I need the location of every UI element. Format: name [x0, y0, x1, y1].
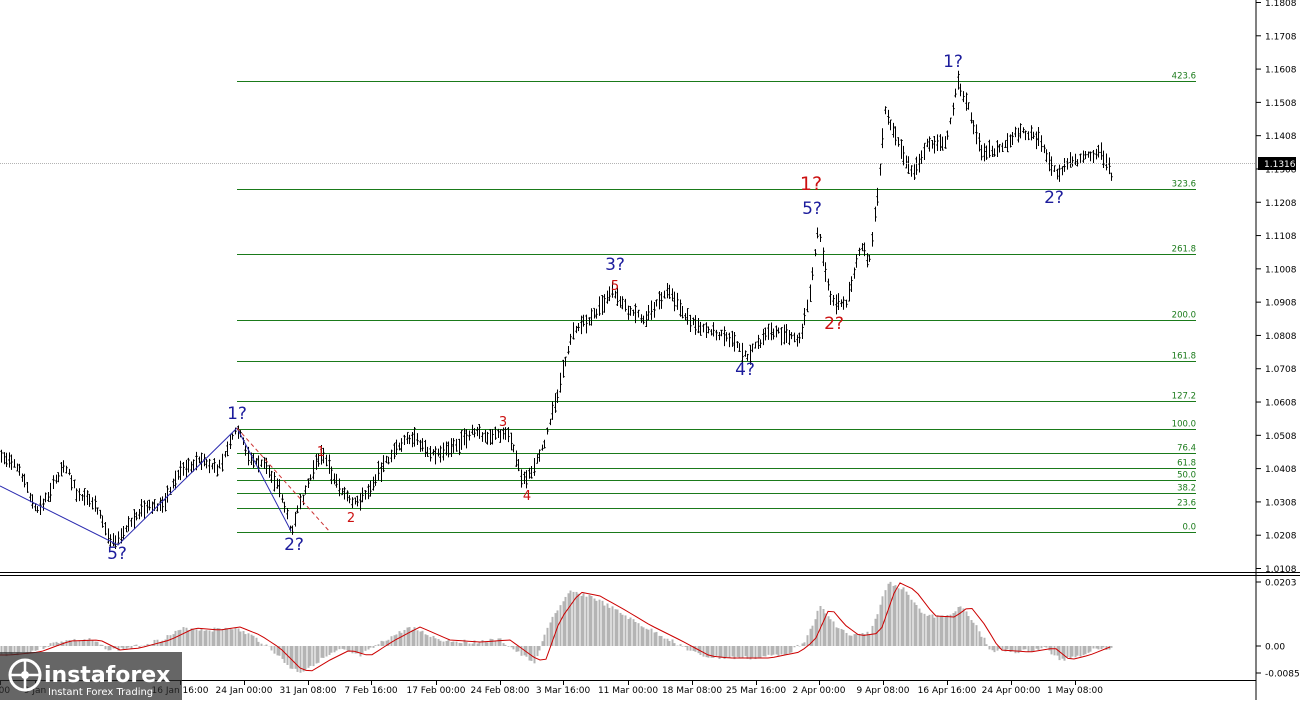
fibonacci-levels: 0.0 23.6 38.2 50.0 61.8 76.4 100.0 127.2 161.8 20… — [237, 72, 1196, 533]
date-tick-label: 24 Apr 00:00 — [982, 686, 1041, 696]
price-tick-label: 1.1508 — [1265, 99, 1297, 109]
date-tick-label: 3 Mar 16:00 — [536, 686, 591, 696]
fib-level-label: 0.0 — [1182, 523, 1196, 533]
date-tick-label: 31 Jan 08:00 — [280, 686, 337, 696]
wave-label: 5? — [802, 199, 822, 219]
wave-label: 5 — [611, 279, 619, 294]
price-tick-label: 1.1108 — [1265, 232, 1297, 242]
date-tick-label: 17 Feb 00:00 — [406, 686, 465, 696]
wave-label: 1 — [317, 445, 325, 460]
price-tick-label: 1.0108 — [1265, 565, 1297, 575]
price-tick-label: 1.1408 — [1265, 132, 1297, 142]
price-tick-label: 1.1308 — [1265, 165, 1297, 175]
price-tick-label: 1.0308 — [1265, 498, 1297, 508]
fib-level-label: 100.0 — [1172, 420, 1196, 430]
fib-level-label: 161.8 — [1172, 352, 1196, 362]
wave-label: 1? — [227, 404, 247, 424]
wave-labels: 5? 1? 2? 1 2 3 4 5 3? 4? 5? 1? 2? 1? 2? — [107, 52, 1064, 564]
fib-level-label: 261.8 — [1172, 245, 1196, 255]
date-tick-label: 24 Jan 00:00 — [216, 686, 273, 696]
wave-label: 2? — [824, 314, 844, 334]
wave-label: 2? — [284, 535, 304, 555]
fib-level-label: 323.6 — [1172, 180, 1196, 190]
fib-level-label: 61.8 — [1177, 459, 1196, 469]
fib-anchor-dashed-line — [236, 427, 331, 533]
price-tick-label: 1.0508 — [1265, 432, 1297, 442]
fib-level-label: 200.0 — [1172, 311, 1196, 321]
wave-label: 1? — [800, 173, 822, 195]
price-tick-label: 1.1008 — [1265, 265, 1297, 275]
price-tick-label: 1.1208 — [1265, 199, 1297, 209]
date-tick-label: 16 Apr 16:00 — [918, 686, 977, 696]
wave-label: 3 — [499, 415, 507, 430]
oscillator-pane: 0.0203 0.00 -0.00857 — [0, 579, 1300, 680]
price-tick-label: 1.0408 — [1265, 465, 1297, 475]
price-axis: 1.1808 1.1708 1.1608 1.1508 1.1408 1.1308 1.12… — [1256, 0, 1297, 575]
current-price-label: 1.1316 — [1264, 160, 1296, 170]
instaforex-logo-icon — [8, 658, 42, 692]
wave-label: 4 — [523, 489, 531, 504]
fib-level-label: 50.0 — [1177, 471, 1196, 481]
watermark-brand: instaforex — [44, 663, 170, 688]
date-tick-label: 25 Mar 16:00 — [726, 686, 786, 696]
wave-label: 1? — [943, 52, 963, 72]
price-tick-label: 1.1708 — [1265, 32, 1297, 42]
osc-tick-label: -0.00857 — [1265, 670, 1300, 680]
date-tick-label: 18 Mar 08:00 — [662, 686, 722, 696]
date-tick-label: 11 Mar 00:00 — [598, 686, 658, 696]
date-tick-label: 24 Feb 08:00 — [470, 686, 529, 696]
watermark-tagline: Instant Forex Trading — [48, 687, 153, 698]
fib-level-label: 127.2 — [1172, 392, 1196, 402]
wave-label: 3? — [605, 255, 625, 275]
wave-label: 4? — [735, 360, 755, 380]
current-price-badge — [1258, 157, 1296, 170]
price-tick-label: 1.0208 — [1265, 532, 1297, 542]
wave-trendline — [0, 427, 292, 546]
wave-label: 2 — [347, 511, 355, 526]
wave-lines — [0, 427, 331, 546]
osc-tick-label: 0.0203 — [1265, 579, 1297, 589]
price-tick-label: 1.0808 — [1265, 332, 1297, 342]
watermark: instaforex Instant Forex Trading — [0, 652, 182, 700]
price-tick-label: 1.0908 — [1265, 299, 1297, 309]
signal-line — [0, 582, 1111, 672]
fib-level-label: 76.4 — [1177, 444, 1196, 454]
date-tick-label: 9 Apr 08:00 — [857, 686, 910, 696]
fib-level-label: 38.2 — [1177, 484, 1196, 494]
price-tick-label: 1.1608 — [1265, 66, 1297, 76]
wave-label: 2? — [1044, 188, 1064, 208]
osc-tick-label: 0.00 — [1265, 642, 1285, 652]
price-tick-label: 1.0708 — [1265, 365, 1297, 375]
date-tick-label: 7 Feb 16:00 — [344, 686, 398, 696]
price-tick-label: 1.1808 — [1265, 0, 1297, 9]
price-tick-label: 1.0608 — [1265, 399, 1297, 409]
wave-label: 5? — [107, 544, 127, 564]
price-bars — [0, 70, 1113, 549]
date-tick-label: 1 May 08:00 — [1047, 686, 1103, 696]
date-tick-label: 2 Apr 00:00 — [793, 686, 846, 696]
fib-level-label: 423.6 — [1172, 72, 1196, 82]
fib-level-label: 23.6 — [1177, 499, 1196, 509]
